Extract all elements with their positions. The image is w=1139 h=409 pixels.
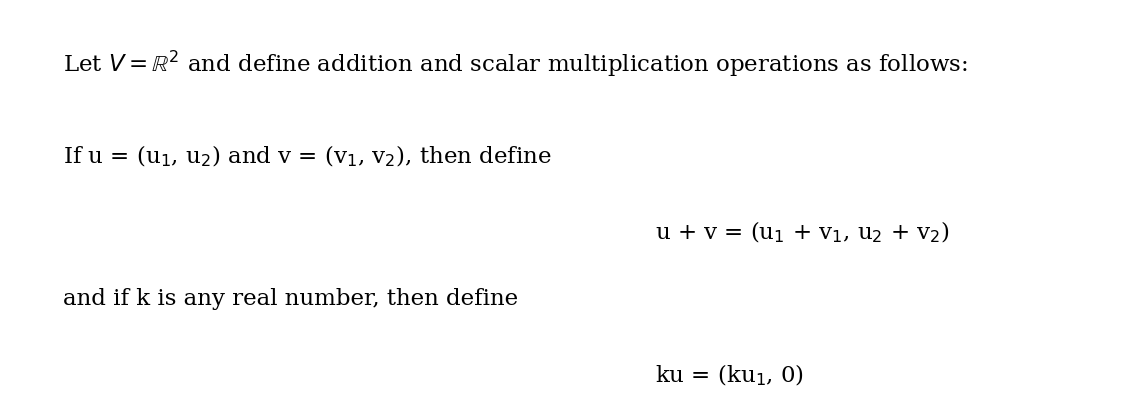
Text: u + v = (u$_1$ + v$_1$, u$_2$ + v$_2$): u + v = (u$_1$ + v$_1$, u$_2$ + v$_2$) [655, 219, 950, 245]
Text: Let $V = \mathbb{R}^2$ and define addition and scalar multiplication operations : Let $V = \mathbb{R}^2$ and define additi… [63, 49, 967, 79]
Text: ku = (ku$_1$, 0): ku = (ku$_1$, 0) [655, 362, 804, 388]
Text: and if k is any real number, then define: and if k is any real number, then define [63, 288, 518, 310]
Text: If u = (u$_1$, u$_2$) and v = (v$_1$, v$_2$), then define: If u = (u$_1$, u$_2$) and v = (v$_1$, v$… [63, 143, 551, 169]
